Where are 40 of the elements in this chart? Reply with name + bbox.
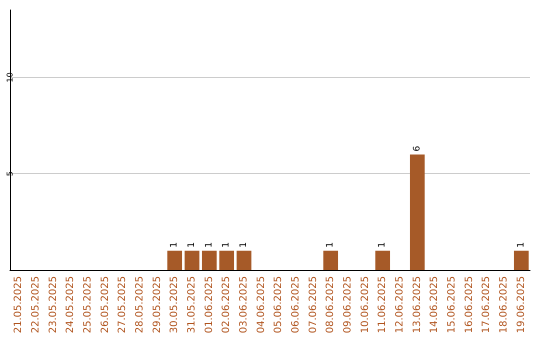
data-label: 1 [222, 242, 232, 248]
x-tick-label: 21.05.2025 [13, 276, 24, 334]
x-tick-label: 11.06.2025 [377, 276, 388, 334]
x-tick-label: 12.06.2025 [394, 276, 406, 334]
x-tick-label: 04.06.2025 [256, 276, 267, 334]
data-label: 6 [412, 145, 422, 152]
x-tick-label: 28.05.2025 [134, 276, 146, 334]
x-tick-label: 25.05.2025 [82, 276, 94, 334]
data-label: 1 [187, 242, 197, 248]
x-tick-label: 17.06.2025 [481, 276, 492, 334]
x-tick-label: 01.06.2025 [204, 276, 215, 334]
x-tick-label: 09.06.2025 [342, 276, 354, 334]
x-tick-label: 27.05.2025 [117, 276, 128, 334]
x-tick-label: 31.05.2025 [186, 276, 198, 334]
x-tick-label: 03.06.2025 [238, 276, 250, 334]
x-tick-label: 14.06.2025 [429, 276, 440, 334]
x-tick-label: 18.06.2025 [498, 276, 510, 334]
x-tick-label: 07.06.2025 [308, 276, 319, 334]
x-tick-label: 08.06.2025 [325, 276, 336, 334]
x-tick-label: 13.06.2025 [412, 276, 423, 334]
x-tick-label: 06.06.2025 [290, 276, 302, 334]
x-tick-label: 05.06.2025 [273, 276, 284, 334]
x-tick-label: 22.05.2025 [30, 276, 42, 334]
data-label: 1 [516, 242, 526, 248]
x-tick-label: 23.05.2025 [48, 276, 59, 334]
data-label: 1 [204, 242, 214, 248]
x-tick-label: 30.05.2025 [169, 276, 180, 334]
x-tick-label: 16.06.2025 [464, 276, 475, 334]
x-tick-label: 29.05.2025 [152, 276, 163, 334]
data-label: 1 [239, 242, 249, 248]
data-label: 1 [170, 242, 180, 248]
x-tick-label: 26.05.2025 [100, 276, 111, 334]
x-tick-label: 15.06.2025 [446, 276, 458, 334]
y-tick-label: 5 [6, 171, 14, 176]
x-tick-label: 24.05.2025 [65, 276, 76, 334]
x-tick-label: 10.06.2025 [360, 276, 371, 334]
x-tick-label: 19.06.2025 [516, 276, 527, 334]
data-label: 1 [326, 242, 336, 248]
x-tick-label: 02.06.2025 [221, 276, 232, 334]
data-label: 1 [378, 242, 388, 248]
